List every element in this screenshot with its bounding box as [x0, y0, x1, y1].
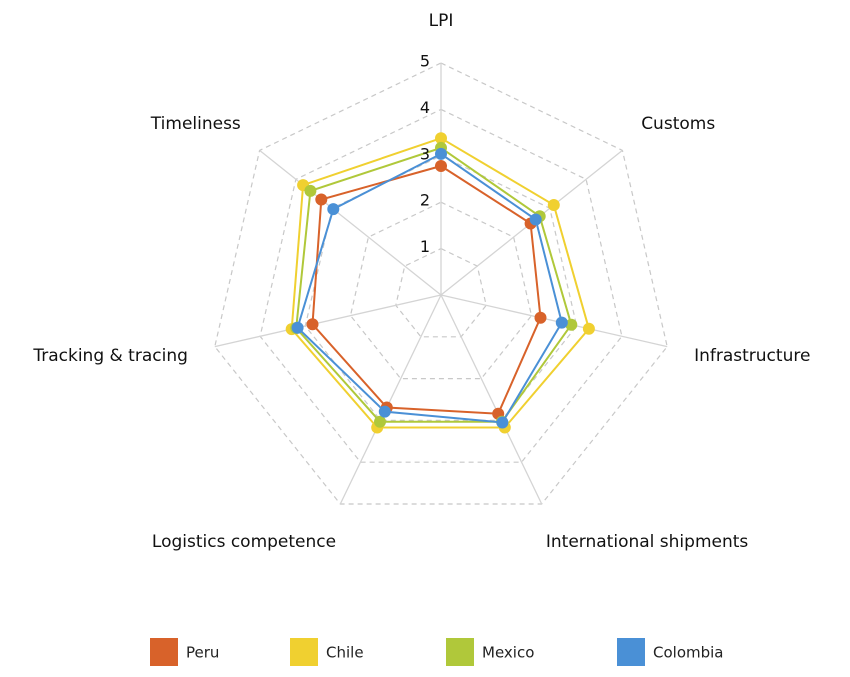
grid-ring-5 — [214, 62, 668, 505]
grid-ring-4 — [259, 108, 623, 463]
legend-item-chile[interactable]: Chile — [290, 638, 364, 666]
legend-label-peru: Peru — [186, 644, 219, 662]
point-mexico-logistics-competence[interactable] — [374, 415, 386, 428]
point-colombia-customs[interactable] — [529, 213, 542, 226]
axis-label-tracking-and-tracing: Tracking & tracing — [32, 346, 188, 366]
point-mexico-timeliness[interactable] — [304, 184, 317, 197]
legend-item-peru[interactable]: Peru — [150, 638, 219, 666]
series-chile — [285, 132, 595, 434]
legend-label-colombia: Colombia — [653, 644, 724, 662]
point-colombia-lpi[interactable] — [435, 147, 447, 160]
legend-label-mexico: Mexico — [482, 644, 534, 662]
point-colombia-international-shipments[interactable] — [496, 416, 509, 429]
legend-item-colombia[interactable]: Colombia — [617, 638, 724, 666]
point-chile-lpi[interactable] — [435, 132, 447, 145]
series-line-colombia — [296, 152, 563, 424]
tick-label-1: 1 — [420, 237, 430, 256]
point-peru-infrastructure[interactable] — [534, 311, 547, 324]
point-peru-tracking-and-tracing[interactable] — [306, 318, 319, 331]
axis-label-logistics-competence: Logistics competence — [152, 532, 336, 552]
point-colombia-logistics-competence[interactable] — [378, 405, 391, 418]
series-colombia — [291, 147, 568, 429]
legend-swatch-chile — [290, 638, 318, 666]
legend-swatch-peru — [150, 638, 178, 666]
legend-label-chile: Chile — [326, 644, 364, 662]
legend-swatch-mexico — [446, 638, 474, 666]
series-peru — [306, 160, 547, 420]
tick-labels: 1 2 3 4 5 — [420, 52, 430, 257]
series-line-mexico — [295, 146, 573, 423]
legend: Peru Chile Mexico Colombia — [150, 638, 724, 666]
point-colombia-timeliness[interactable] — [327, 203, 340, 216]
point-peru-timeliness[interactable] — [315, 193, 328, 206]
point-colombia-tracking-and-tracing[interactable] — [291, 321, 304, 334]
axis-line-infrastructure — [440, 294, 668, 348]
point-colombia-infrastructure[interactable] — [555, 316, 568, 329]
tick-label-3: 3 — [420, 144, 430, 163]
legend-swatch-colombia — [617, 638, 645, 666]
axis-line-timeliness — [259, 149, 442, 296]
series-line-chile — [290, 137, 591, 429]
series — [285, 132, 595, 434]
tick-label-2: 2 — [420, 191, 430, 210]
series-mexico — [290, 141, 578, 428]
tick-label-5: 5 — [420, 52, 430, 71]
axis-label-international-shipments: International shipments — [546, 532, 749, 552]
grid-ring-2 — [349, 201, 533, 380]
axis-line-international-shipments — [440, 294, 543, 505]
axis-line-logistics-competence — [339, 294, 442, 505]
tick-label-4: 4 — [420, 98, 430, 117]
axis-label-infrastructure: Infrastructure — [694, 346, 810, 366]
axis-line-tracking-and-tracing — [214, 294, 442, 348]
point-chile-customs[interactable] — [547, 199, 560, 211]
axis-label-customs: Customs — [641, 114, 715, 134]
point-mexico-infrastructure[interactable] — [565, 318, 578, 331]
grid-ring-1 — [395, 247, 487, 338]
axes — [214, 63, 668, 505]
series-line-peru — [311, 164, 542, 415]
axis-label-timeliness: Timeliness — [150, 114, 241, 134]
point-peru-lpi[interactable] — [435, 160, 447, 172]
axis-labels: LPI Customs Infrastructure International sh… — [32, 11, 810, 552]
axis-label-lpi: LPI — [429, 11, 454, 31]
legend-item-mexico[interactable]: Mexico — [446, 638, 534, 666]
point-chile-infrastructure[interactable] — [582, 322, 595, 335]
